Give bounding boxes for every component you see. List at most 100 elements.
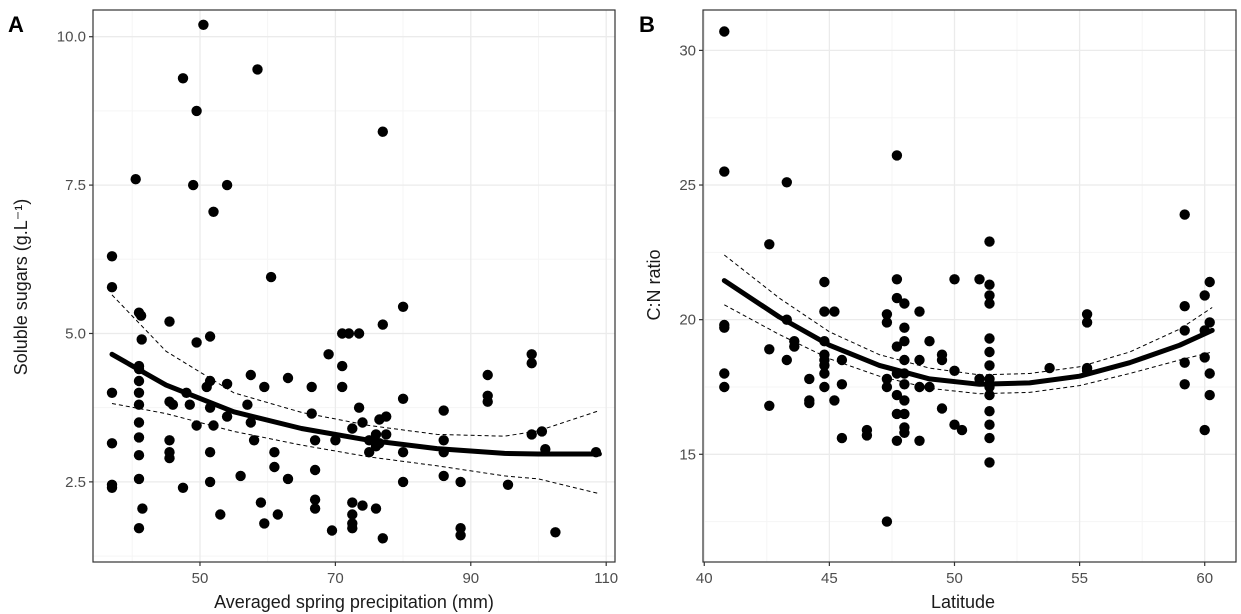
panel-b-data-point: [789, 341, 800, 352]
panel-b-data-point: [1179, 357, 1190, 368]
panel-b-data-point: [891, 274, 903, 285]
panel-b-data-point: [1081, 365, 1093, 376]
panel-a-data-point: [323, 349, 334, 360]
panel-a-data-point: [540, 444, 551, 455]
panel-a-y-tick-label: 7.5: [65, 177, 86, 194]
panel-a-label: A: [8, 12, 24, 37]
panel-b-data-point: [804, 397, 815, 409]
panel-a-data-point: [164, 435, 175, 446]
panel-b-x-tick-label: 60: [1196, 570, 1213, 587]
panel-a-data-point: [347, 423, 358, 434]
panel-b-data-point: [1081, 309, 1093, 320]
panel-a-data-point: [204, 331, 216, 342]
panel-b-data-point: [914, 435, 925, 446]
panel-b-data-point: [956, 424, 968, 436]
panel-b-data-point: [781, 354, 792, 366]
panel-a-data-point: [215, 509, 226, 520]
panel-a-data-point: [526, 429, 537, 440]
panel-a-data-point: [337, 381, 348, 393]
panel-b-data-point: [1199, 290, 1210, 301]
panel-a-data-point: [252, 64, 263, 75]
panel-a-data-point: [455, 476, 466, 488]
panel-a-data-point: [282, 372, 294, 384]
panel-b-data-point: [891, 341, 903, 352]
panel-b-data-point: [719, 381, 730, 393]
panel-a-data-point: [136, 334, 147, 345]
panel-b-data-point: [804, 373, 815, 385]
panel-a-data-point: [265, 271, 277, 283]
panel-a-data-point: [106, 387, 118, 398]
panel-b-data-point: [881, 373, 893, 385]
panel-a: A 50 70 90 110 2.5 5.0 7.5 10.0 Averaged spring…: [8, 9, 618, 612]
panel-a-data-point: [221, 179, 233, 191]
panel-b-data-point: [899, 408, 910, 420]
panel-b-data-point: [984, 381, 995, 393]
panel-a-data-point: [381, 429, 392, 440]
panel-b-data-point: [891, 150, 903, 161]
panel-b-data-point: [1204, 276, 1215, 288]
panel-a-data-point: [306, 381, 317, 393]
panel-a-data-point: [106, 282, 118, 293]
panel-b-y-tick-label: 20: [679, 312, 696, 329]
panel-b-data-point: [881, 516, 893, 527]
panel-b-data-point: [881, 381, 893, 393]
panel-b-plot-area: [703, 10, 1236, 562]
panel-a-data-point: [164, 316, 175, 327]
panel-b-data-point: [949, 274, 960, 285]
panel-a-data-point: [438, 435, 449, 446]
panel-a-data-point: [106, 482, 118, 493]
panel-a-x-tick-label: 110: [594, 570, 618, 587]
panel-b-data-point: [891, 435, 903, 446]
panel-b-data-point: [899, 322, 910, 333]
panel-b-data-point: [1179, 325, 1190, 336]
panel-b-data-point: [974, 373, 985, 385]
panel-a-data-point: [309, 464, 321, 476]
panel-a-data-point: [370, 429, 382, 440]
panel-a-data-point: [397, 301, 409, 312]
panel-a-data-point: [137, 503, 148, 514]
panel-b-data-point: [914, 381, 925, 393]
panel-b-data-point: [899, 354, 910, 366]
panel-b-data-point: [764, 239, 775, 250]
panel-b-data-point: [781, 177, 792, 188]
panel-a-data-point: [482, 369, 493, 381]
panel-b-data-point: [861, 430, 873, 441]
panel-b-x-axis-title: Latitude: [931, 592, 995, 612]
panel-b-y-tick-label: 30: [679, 42, 696, 59]
panel-a-data-point: [135, 310, 147, 321]
panel-b-data-point: [984, 279, 995, 290]
panel-b-y-axis-title: C:N ratio: [644, 249, 664, 320]
panel-a-y-tick-label: 5.0: [65, 325, 86, 342]
panel-a-data-point: [133, 473, 145, 485]
panel-a-data-point: [438, 470, 449, 482]
panel-b-data-point: [836, 354, 848, 366]
panel-b-data-point: [984, 236, 995, 247]
panel-a-data-point: [191, 420, 202, 431]
panel-b-data-point: [891, 389, 903, 401]
panel-a-data-point: [242, 399, 253, 410]
panel-b-data-point: [936, 354, 948, 366]
panel-a-data-point: [167, 399, 179, 410]
panel-b-data-point: [949, 419, 960, 430]
panel-a-data-point: [309, 494, 321, 505]
panel-a-data-point: [272, 509, 283, 520]
panel-a-data-point: [397, 393, 409, 404]
panel-a-panel-border: [92, 9, 616, 563]
panel-a-data-point: [381, 411, 392, 422]
panel-a-data-point: [306, 408, 317, 419]
panel-a-data-point: [133, 399, 145, 410]
panel-b-data-point: [781, 314, 792, 325]
panel-a-data-point: [526, 349, 537, 360]
panel-a-data-point: [204, 402, 216, 413]
panel-b-data-point: [719, 322, 730, 333]
panel-a-data-point: [397, 447, 409, 458]
panel-b-data-point: [819, 306, 830, 317]
panel-b: B 40 45 50 55 60 15 20 25 30 Latitude C:N ratio: [639, 9, 1237, 612]
panel-a-plot-area: [93, 10, 615, 562]
panel-a-data-point: [357, 417, 368, 428]
panel-a-data-point: [347, 497, 358, 508]
panel-a-data-point: [191, 337, 202, 348]
panel-b-data-point: [764, 400, 775, 411]
panel-b-data-point: [719, 368, 730, 379]
panel-b-data-point: [984, 290, 995, 301]
